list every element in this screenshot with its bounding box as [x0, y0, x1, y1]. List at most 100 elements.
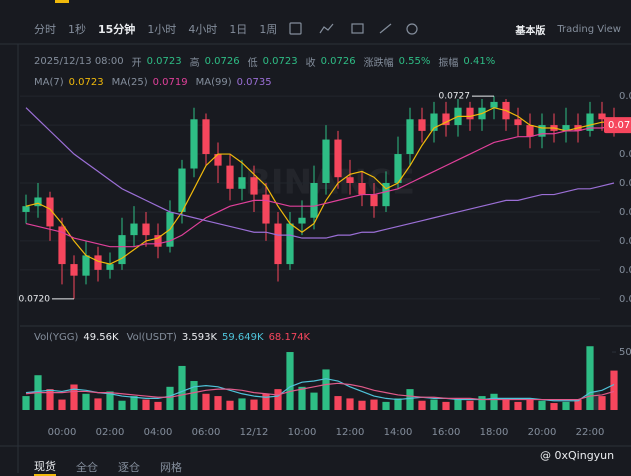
- candle-body: [70, 264, 78, 276]
- candle-body: [238, 177, 246, 189]
- high-marker-label: 0.0727: [439, 92, 471, 102]
- toolbar-icons[interactable]: [289, 22, 418, 35]
- candle-body: [538, 125, 546, 137]
- volume-bar: [166, 386, 174, 410]
- candle-body: [394, 154, 402, 183]
- version-tab[interactable]: 基本版: [515, 25, 546, 37]
- volume-bar: [22, 396, 30, 410]
- info-label: 收: [305, 58, 316, 69]
- order-tab[interactable]: 逐仓: [118, 461, 140, 474]
- info-label: 开: [131, 58, 142, 69]
- interval-tab[interactable]: 4小时: [188, 23, 218, 36]
- ma-value: 0.0719: [152, 77, 188, 88]
- vol-value: 68.174K: [268, 332, 311, 343]
- info-value: 0.0726: [204, 56, 240, 67]
- interval-tab[interactable]: 15分钟: [98, 23, 136, 36]
- volume-bar: [358, 400, 366, 410]
- volume-bar: [178, 365, 186, 410]
- candle-body: [178, 168, 186, 212]
- candle-body: [358, 183, 366, 195]
- volume-bar: [574, 399, 582, 410]
- info-label: 振幅: [438, 58, 459, 69]
- ohlc-info: 2025/12/13 08:00 开 0.0723 高 0.0726 低 0.0723 收 0.…: [34, 54, 495, 69]
- volume-ma-line: [25, 378, 615, 402]
- interval-tab[interactable]: 1秒: [68, 23, 86, 36]
- x-tick-label: 22:00: [576, 427, 605, 438]
- order-tabs: 现货 全仓 逐仓 网格: [34, 458, 182, 476]
- candle-body: [82, 255, 90, 276]
- volume-bar: [514, 401, 522, 410]
- ma-line: [25, 124, 615, 248]
- volume-bar: [250, 399, 258, 410]
- candle-body: [214, 154, 222, 166]
- x-tick-label: 06:00: [192, 427, 221, 438]
- info-label: 低: [247, 58, 258, 69]
- volume-bar: [382, 401, 390, 410]
- candle-body: [310, 183, 318, 218]
- candle-body: [94, 255, 102, 270]
- order-tab[interactable]: 网格: [160, 461, 182, 474]
- ma-label: MA(99): [195, 77, 232, 88]
- interval-tab[interactable]: 1小时: [147, 23, 177, 36]
- version-switch: 基本版 Trading View: [515, 20, 621, 38]
- candle-body: [334, 139, 342, 178]
- candle-body: [226, 165, 234, 189]
- candle-body: [346, 177, 354, 183]
- volume-bar: [82, 393, 90, 410]
- info-label: 高: [189, 58, 200, 69]
- volume-bar: [586, 346, 594, 410]
- candle-body: [22, 206, 30, 212]
- version-tab[interactable]: Trading View: [557, 23, 621, 35]
- volume-bar: [286, 352, 294, 410]
- datetime: 2025/12/13 08:00: [34, 56, 124, 67]
- candle-body: [118, 235, 126, 265]
- interval-tab[interactable]: 1周: [259, 23, 278, 36]
- candle-body: [322, 139, 330, 183]
- order-tab[interactable]: 全仓: [76, 461, 98, 474]
- x-tick-label: 04:00: [144, 427, 173, 438]
- interval-tab[interactable]: 1日: [229, 23, 248, 36]
- order-tab[interactable]: 现货: [34, 458, 56, 476]
- volume-bar: [442, 401, 450, 410]
- y-tick-label: 0.0722: [619, 236, 631, 247]
- volume-bar: [142, 399, 150, 410]
- ma-label: MA(7): [34, 77, 64, 88]
- volume-bar: [58, 399, 66, 410]
- candle-body: [274, 223, 282, 265]
- current-price-label: 0.0726: [608, 120, 631, 131]
- volume-bar: [406, 389, 414, 410]
- x-tick-label: 20:00: [528, 427, 557, 438]
- ma-value: 0.0723: [68, 77, 104, 88]
- low-marker-label: 0.0720: [19, 294, 51, 304]
- volume-bar: [418, 400, 426, 410]
- volume-bar: [502, 399, 510, 410]
- volume-bar: [466, 400, 474, 410]
- info-value: 0.0726: [320, 56, 356, 67]
- candle-body: [130, 223, 138, 236]
- volume-bar: [490, 393, 498, 410]
- volume-bar: [262, 393, 270, 410]
- volume-legend: Vol(YGG) 49.56K Vol(USDT) 3.593K 59.649K 68.1…: [34, 332, 310, 343]
- volume-bar: [310, 392, 318, 410]
- author-watermark: @ 0xQingyun: [540, 449, 615, 462]
- interval-tab[interactable]: 分时: [34, 23, 56, 36]
- volume-bar: [322, 369, 330, 410]
- volume-bar: [46, 389, 54, 410]
- candle-body: [466, 107, 474, 120]
- y-tick-label: 0.0723: [619, 207, 631, 218]
- candle-body: [562, 125, 570, 131]
- x-tick-label: 14:00: [384, 427, 413, 438]
- volume-bar: [598, 396, 606, 410]
- volume-bar: [94, 398, 102, 410]
- volume-bar: [430, 399, 438, 410]
- info-value: 0.0723: [262, 56, 298, 67]
- candle-body: [370, 194, 378, 207]
- y-tick-label: 0.0724: [619, 178, 631, 189]
- info-label: 涨跌幅: [363, 58, 394, 69]
- candle-body: [406, 119, 414, 155]
- volume-bar: [454, 398, 462, 410]
- volume-bar: [214, 396, 222, 410]
- info-value: 0.41%: [463, 56, 496, 67]
- volume-bar: [298, 386, 306, 410]
